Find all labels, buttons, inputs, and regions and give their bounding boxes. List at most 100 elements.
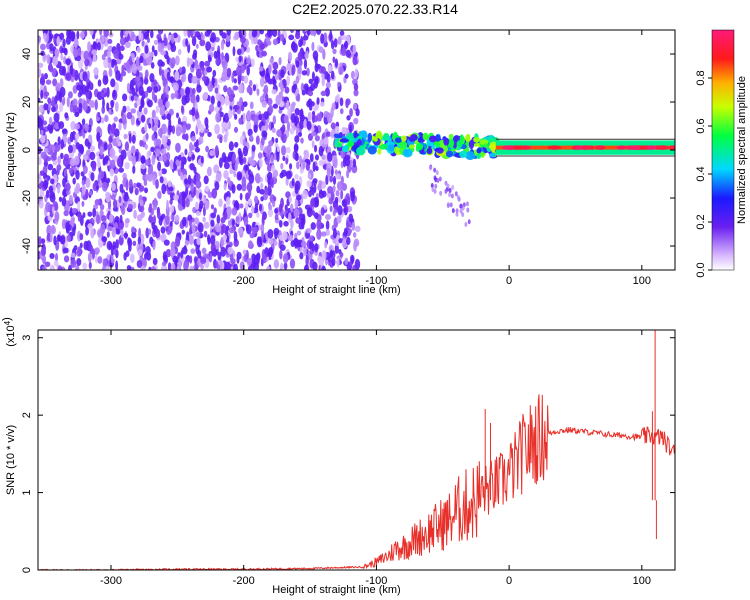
noise-blob bbox=[251, 58, 255, 68]
noise-blob bbox=[259, 43, 266, 50]
noise-blob bbox=[253, 114, 259, 126]
noise-blob bbox=[171, 125, 176, 135]
noise-blob bbox=[327, 151, 333, 163]
noise-blob bbox=[351, 164, 358, 174]
noise-blob bbox=[68, 167, 73, 175]
noise-blob bbox=[251, 30, 258, 38]
noise-blob bbox=[100, 117, 105, 124]
noise-blob bbox=[315, 30, 322, 36]
noise-blob bbox=[155, 179, 159, 190]
noise-blob bbox=[106, 102, 110, 112]
x-tick-label: 100 bbox=[633, 575, 651, 587]
noise-blob bbox=[202, 92, 209, 101]
noise-blob bbox=[326, 167, 331, 178]
noise-blob bbox=[288, 34, 295, 41]
noise-blob bbox=[331, 257, 336, 267]
noise-blob bbox=[127, 238, 133, 248]
noise-blob bbox=[114, 101, 119, 113]
noise-blob bbox=[202, 216, 206, 223]
noise-blob bbox=[73, 38, 78, 49]
noise-blob bbox=[44, 261, 51, 268]
colorbar-tick-label: 0.6 bbox=[695, 118, 707, 133]
noise-blob bbox=[256, 185, 261, 194]
noise-blob bbox=[336, 215, 342, 224]
carrier-peak bbox=[646, 145, 657, 150]
noise-blob bbox=[232, 108, 236, 116]
noise-blob bbox=[329, 205, 333, 213]
noise-blob bbox=[92, 54, 97, 63]
noise-blob bbox=[315, 63, 321, 69]
noise-blob bbox=[233, 230, 238, 242]
noise-blob bbox=[190, 136, 197, 142]
noise-blob bbox=[59, 32, 65, 40]
noise-blob bbox=[237, 227, 244, 235]
noise-blob bbox=[350, 255, 354, 265]
noise-blob bbox=[275, 137, 279, 144]
noise-blob bbox=[330, 122, 336, 130]
noise-blob bbox=[329, 175, 334, 183]
noise-blob bbox=[347, 228, 353, 234]
noise-blob bbox=[157, 161, 162, 172]
noise-blob bbox=[203, 69, 208, 76]
noise-blob bbox=[40, 135, 46, 144]
noise-blob bbox=[94, 198, 101, 206]
noise-blob bbox=[58, 65, 65, 76]
noise-blob bbox=[294, 135, 300, 143]
noise-blob bbox=[102, 157, 106, 166]
noise-blob bbox=[127, 203, 133, 210]
noise-blob bbox=[266, 97, 273, 106]
noise-blob bbox=[51, 106, 56, 113]
noise-blob bbox=[146, 99, 153, 108]
noise-blob bbox=[157, 190, 162, 200]
noise-blob bbox=[323, 110, 329, 118]
noise-blob bbox=[280, 169, 287, 177]
noise-blob bbox=[314, 242, 319, 253]
noise-blob bbox=[49, 232, 53, 243]
y-tick-label: 0 bbox=[21, 147, 33, 153]
noise-blob bbox=[57, 183, 61, 194]
noise-blob bbox=[195, 180, 202, 189]
carrier-blob bbox=[367, 132, 373, 143]
noise-blob bbox=[272, 61, 279, 70]
noise-blob bbox=[70, 121, 76, 131]
noise-blob bbox=[138, 105, 143, 113]
noise-blob bbox=[248, 212, 253, 219]
noise-blob bbox=[272, 30, 278, 38]
noise-blob bbox=[138, 185, 145, 192]
noise-blob bbox=[352, 232, 357, 238]
noise-blob bbox=[85, 227, 89, 236]
noise-blob bbox=[152, 240, 156, 251]
noise-blob bbox=[242, 112, 246, 124]
noise-blob bbox=[66, 234, 72, 242]
noise-blob bbox=[96, 184, 100, 191]
noise-blob bbox=[175, 55, 180, 66]
noise-blob bbox=[339, 97, 344, 107]
carrier-blob bbox=[455, 208, 459, 214]
noise-blob bbox=[214, 240, 220, 250]
noise-blob bbox=[118, 167, 125, 173]
carrier-blob bbox=[444, 180, 448, 186]
noise-blob bbox=[176, 112, 179, 119]
noise-blob bbox=[334, 58, 339, 68]
noise-blob bbox=[150, 266, 157, 270]
noise-blob bbox=[67, 144, 73, 154]
noise-blob bbox=[88, 51, 92, 59]
noise-blob bbox=[272, 38, 278, 46]
noise-blob bbox=[236, 101, 243, 107]
noise-blob bbox=[242, 101, 248, 107]
noise-blob bbox=[279, 79, 283, 91]
noise-blob bbox=[166, 199, 169, 211]
noise-blob bbox=[131, 134, 136, 144]
carrier-blob bbox=[377, 148, 382, 155]
noise-blob bbox=[50, 100, 56, 107]
noise-blob bbox=[85, 78, 90, 84]
noise-blob bbox=[118, 122, 122, 131]
noise-blob bbox=[63, 255, 70, 263]
noise-blob bbox=[197, 222, 204, 233]
carrier-blob bbox=[353, 130, 358, 139]
noise-blob bbox=[218, 157, 223, 169]
noise-blob bbox=[191, 106, 195, 117]
noise-blob bbox=[228, 109, 233, 119]
noise-blob bbox=[121, 64, 125, 72]
snr-series-line bbox=[38, 330, 675, 570]
